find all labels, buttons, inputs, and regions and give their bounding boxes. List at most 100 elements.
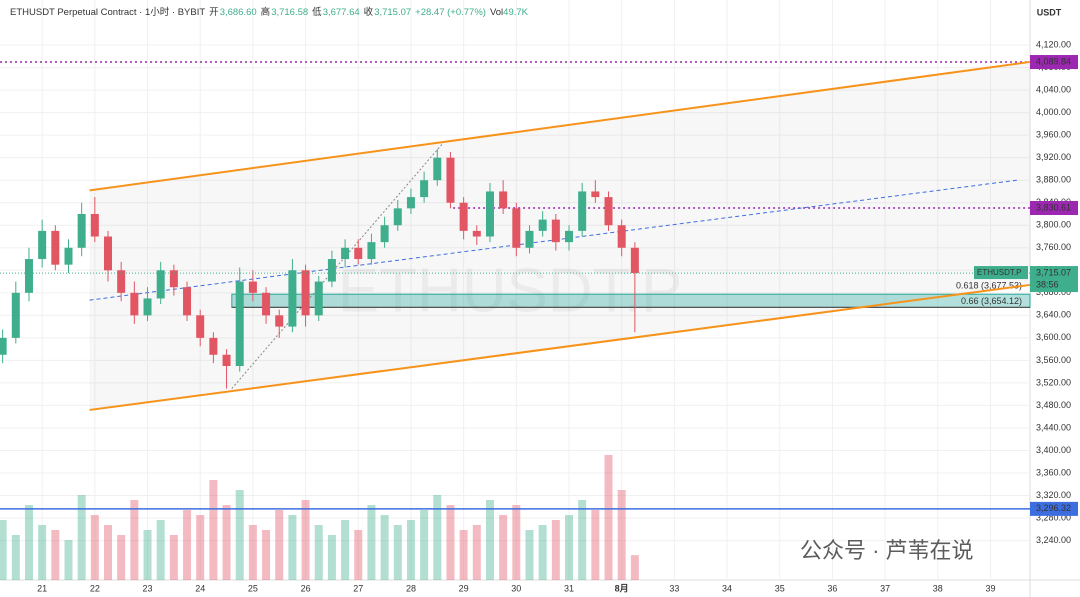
x-tick-label: 26	[301, 583, 311, 593]
header-item: Vol	[490, 7, 503, 18]
header-item: 低	[312, 6, 322, 18]
candle-body	[301, 270, 310, 316]
volume-bar	[578, 500, 587, 580]
x-tick-label: 38	[933, 583, 943, 593]
volume-bar	[301, 500, 310, 580]
last-price-label: 3,715.07	[1036, 267, 1071, 277]
volume-bar	[459, 530, 468, 580]
candle-body	[327, 259, 336, 282]
volume-bar	[327, 535, 336, 580]
volume-bar	[393, 525, 402, 580]
candle-body	[143, 298, 152, 316]
y-tick-label: 3,800.00	[1036, 220, 1071, 230]
candle-body	[630, 247, 639, 274]
candle-body	[591, 191, 600, 198]
candle-body	[485, 191, 494, 237]
volume-bar	[591, 510, 600, 580]
x-tick-label: 23	[143, 583, 153, 593]
candle-body	[0, 337, 7, 355]
x-tick-label: 24	[195, 583, 205, 593]
candle-body	[38, 230, 47, 260]
candle-body	[314, 281, 323, 316]
candle-body	[565, 230, 574, 243]
y-tick-label: 4,000.00	[1036, 107, 1071, 117]
trendline	[89, 283, 1031, 411]
candle-body	[433, 157, 442, 181]
price-tag	[1030, 201, 1078, 216]
volume-bar	[288, 515, 297, 580]
candle-body	[525, 230, 534, 248]
candle-body	[538, 219, 547, 231]
volume-bar	[433, 495, 442, 580]
y-tick-label: 3,680.00	[1036, 287, 1071, 297]
last-price-box	[1030, 266, 1078, 293]
volume-bar	[446, 505, 455, 580]
volume-bar	[275, 510, 284, 580]
footer-watermark: 公众号 · 芦苇在说	[800, 538, 974, 563]
volume-bar	[630, 555, 639, 580]
volume-bar	[11, 535, 20, 580]
candle-body	[499, 191, 508, 209]
header-item: 开	[209, 7, 219, 18]
candle-body	[222, 354, 231, 367]
header-item: 3,715.07	[374, 7, 411, 18]
y-tick-label: 4,120.00	[1036, 39, 1071, 49]
volume-bar	[51, 530, 60, 580]
price-tag-label: 3,830.61	[1036, 202, 1071, 212]
volume-bar	[235, 490, 244, 580]
volume-bar	[143, 530, 152, 580]
volume-bar	[380, 515, 389, 580]
volume-bar	[341, 520, 350, 580]
volume-bar	[64, 540, 73, 580]
candle-body	[472, 230, 481, 237]
volume-bar	[117, 535, 126, 580]
x-tick-label: 8月	[615, 583, 629, 593]
candle-body	[169, 270, 178, 288]
y-tick-label: 3,920.00	[1036, 152, 1071, 162]
x-tick-label: 34	[722, 583, 732, 593]
volume-bar	[248, 525, 257, 580]
x-tick-label: 27	[353, 583, 363, 593]
volume-bar	[354, 530, 363, 580]
volume-bar	[472, 525, 481, 580]
header-item: +28.47 (+0.77%)	[415, 7, 486, 18]
candle-body	[90, 213, 99, 237]
x-tick-label: 39	[985, 583, 995, 593]
x-tick-label: 30	[511, 583, 521, 593]
candle-body	[130, 292, 139, 316]
price-tag	[1030, 501, 1078, 516]
volume-bar	[406, 520, 415, 580]
candle-body	[578, 191, 587, 231]
trendline	[89, 60, 1031, 192]
header-item: 49.7K	[503, 7, 528, 18]
candle-body	[551, 219, 560, 243]
countdown: 38:56	[1036, 279, 1059, 289]
volume-bar	[156, 520, 165, 580]
candle-body	[24, 259, 33, 293]
price-tag	[1030, 55, 1078, 70]
y-tick-label: 3,760.00	[1036, 242, 1071, 252]
trendline	[89, 179, 1017, 301]
candle-body	[512, 208, 521, 248]
volume-bar	[130, 500, 139, 580]
candle-body	[604, 197, 613, 226]
volume-bar	[196, 515, 205, 580]
candle-body	[51, 230, 60, 265]
candle-body	[117, 270, 126, 293]
header: ETHUSDT Perpetual Contract · 1小时 · BYBIT…	[10, 6, 529, 18]
volume-bar	[551, 520, 560, 580]
x-tick-label: 22	[90, 583, 100, 593]
y-tick-label: 3,400.00	[1036, 445, 1071, 455]
x-tick-label: 29	[459, 583, 469, 593]
price-tag-label: 3,296.32	[1036, 503, 1071, 513]
header-item: 3,716.58	[271, 7, 308, 18]
header-item: 3,677.64	[323, 7, 360, 18]
candle-body	[341, 247, 350, 260]
x-tick-label: 25	[248, 583, 258, 593]
header-item: ETHUSDT Perpetual Contract · 1小时 · BYBIT	[10, 6, 205, 18]
y-tick-label: 3,280.00	[1036, 512, 1071, 522]
candle-body	[77, 213, 86, 248]
fib-label: 0.618 (3,677.53)	[956, 281, 1022, 291]
volume-bar	[485, 500, 494, 580]
volume-bar	[525, 530, 534, 580]
